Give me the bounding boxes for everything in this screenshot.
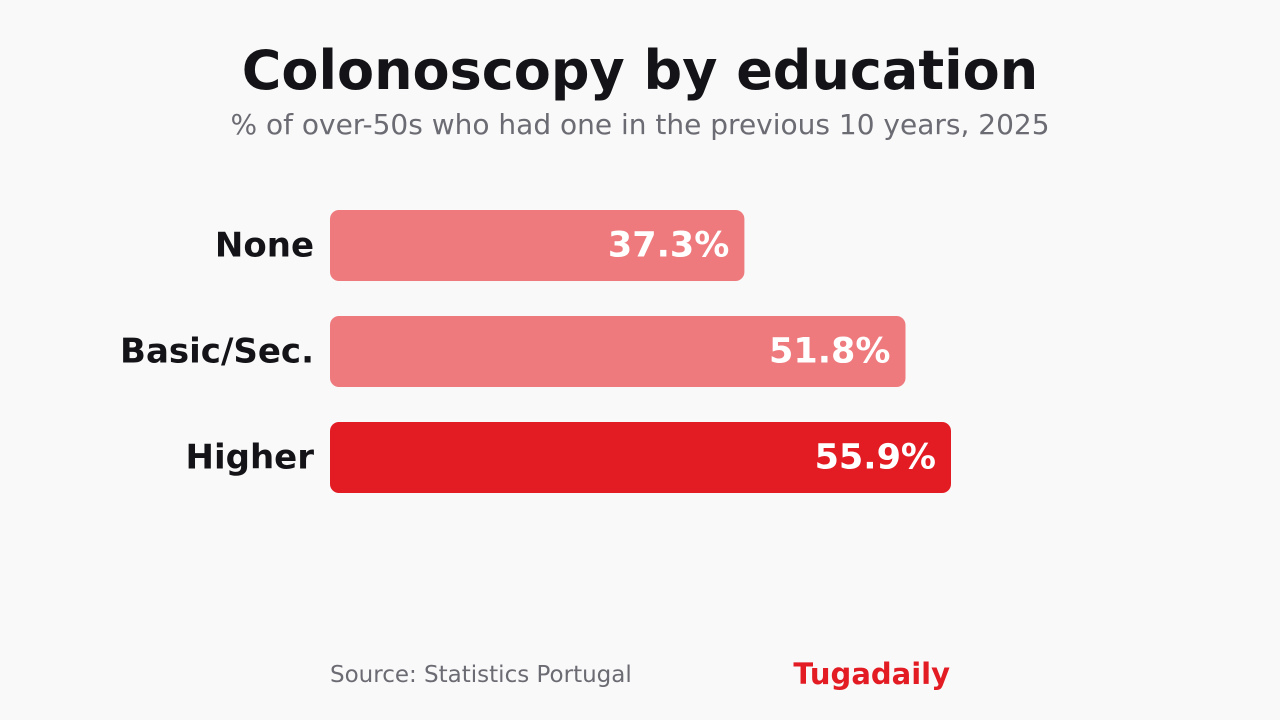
chart-subtitle: % of over-50s who had one in the previou… [230,108,1050,141]
category-label-none: None [215,226,314,266]
bar-none [330,210,745,281]
category-label-basic-sec: Basic/Sec. [120,332,314,372]
chart-title: Colonoscopy by education [241,39,1039,102]
value-label-higher: 55.9% [815,438,936,478]
value-label-none: 37.3% [608,226,729,266]
value-label-basic-sec: 51.8% [769,332,890,372]
source-note: Source: Statistics Portugal [330,662,632,688]
category-label-higher: Higher [186,438,315,478]
brand-logo: Tugadaily [793,657,950,691]
bar-higher [330,422,951,493]
bar-basic-sec [330,316,906,387]
